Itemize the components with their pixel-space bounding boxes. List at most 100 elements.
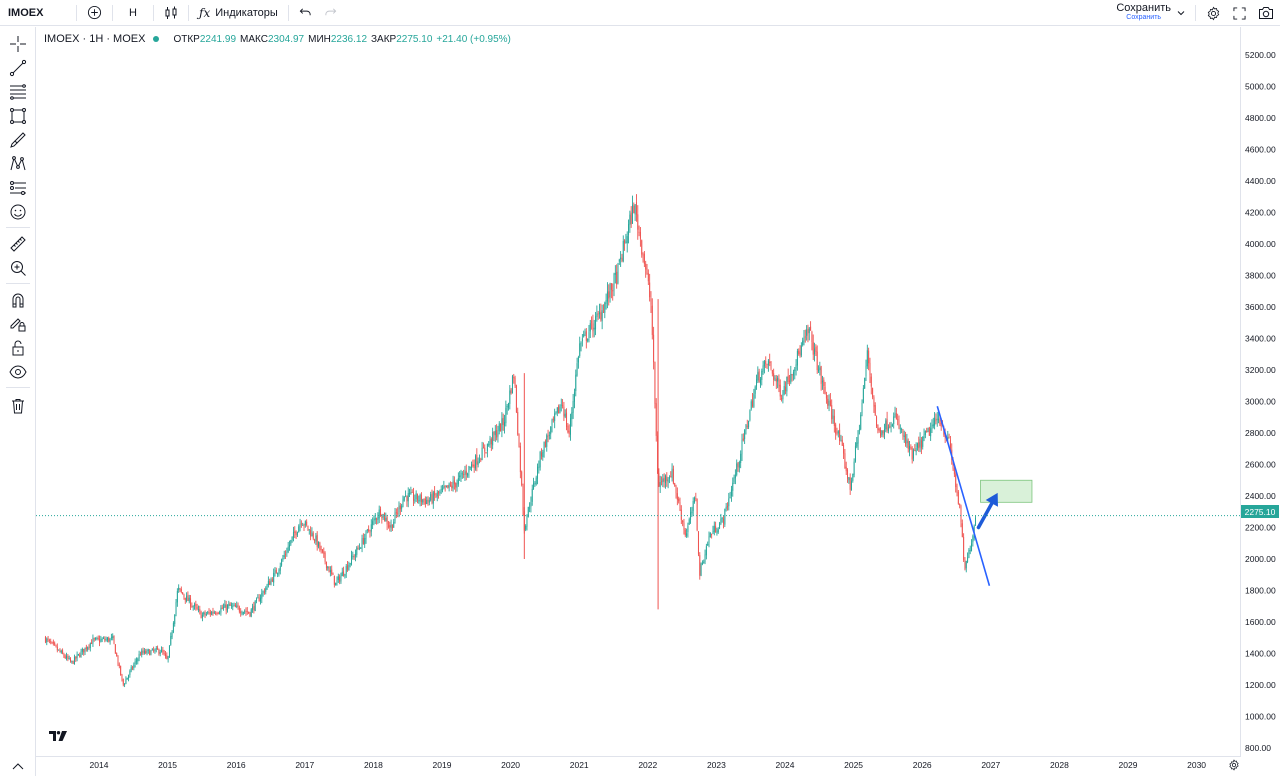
price-tick-label: 3600.00 xyxy=(1245,302,1276,312)
interval-button[interactable]: Н xyxy=(129,6,137,19)
candle-body xyxy=(339,576,341,582)
candle-body xyxy=(897,419,899,421)
candle-body xyxy=(511,376,513,394)
candle-body xyxy=(99,639,101,643)
candle-body xyxy=(833,415,835,426)
candle-body xyxy=(447,485,449,488)
candle-body xyxy=(348,564,350,571)
candle-body xyxy=(229,603,231,606)
candle-body xyxy=(129,670,131,675)
candle-body xyxy=(253,605,255,611)
candle-body xyxy=(335,582,337,586)
divider xyxy=(1195,5,1196,21)
candle-body xyxy=(51,641,53,643)
trendline-drawing[interactable] xyxy=(936,406,991,586)
candle-body xyxy=(655,403,657,436)
price-axis[interactable]: 800.00 1000.00 1200.00 1400.00 1600.00 1800.0… xyxy=(1245,50,1276,753)
hide-drawings-tool[interactable] xyxy=(8,362,28,382)
candle-body xyxy=(938,418,940,421)
undo-button[interactable] xyxy=(293,2,318,24)
rectangle-tool[interactable] xyxy=(8,106,28,126)
fullscreen-button[interactable] xyxy=(1227,2,1252,24)
candle-body xyxy=(477,461,479,465)
candle-body xyxy=(777,377,779,382)
crosshair-tool[interactable] xyxy=(8,34,28,54)
candle-body xyxy=(329,570,331,573)
candle-body xyxy=(806,329,808,336)
candle-body xyxy=(566,412,568,428)
trendline-tool[interactable] xyxy=(8,58,28,78)
unlock-tool[interactable] xyxy=(8,338,28,358)
candle-body xyxy=(584,332,586,334)
candle-body xyxy=(974,517,976,525)
zoom-in-tool[interactable] xyxy=(8,258,28,278)
legend-title[interactable]: IMOEX · 1Н · MOEX xyxy=(44,33,146,45)
candle-body xyxy=(556,407,558,413)
candle-body xyxy=(126,677,128,680)
ruler-tool[interactable] xyxy=(8,234,28,254)
candle-body xyxy=(517,411,519,435)
candle-body xyxy=(620,257,622,260)
lock-drawings-tool[interactable] xyxy=(8,314,28,334)
settings-button[interactable] xyxy=(1200,2,1227,24)
indicators-button[interactable]: ƒx Индикаторы xyxy=(193,2,284,24)
save-menu-button[interactable] xyxy=(1175,2,1191,24)
brush-tool[interactable] xyxy=(8,130,28,150)
divider xyxy=(112,4,113,21)
magnet-tool[interactable] xyxy=(8,290,28,310)
drawings[interactable] xyxy=(936,406,1033,586)
candle-body xyxy=(836,432,838,434)
candle-body xyxy=(919,438,921,447)
candle-body xyxy=(890,426,892,428)
candle-body xyxy=(873,397,875,407)
collapse-toolbar-button[interactable] xyxy=(8,756,28,776)
candle-body xyxy=(567,425,569,433)
candle-body xyxy=(633,205,635,214)
candle-body xyxy=(295,532,297,536)
top-right-group: Сохранить Сохранить xyxy=(1112,0,1280,26)
candle-body xyxy=(920,440,922,449)
fib-tool[interactable] xyxy=(8,82,28,102)
screenshot-button[interactable] xyxy=(1252,2,1280,24)
save-layout-button[interactable]: Сохранить Сохранить xyxy=(1112,3,1175,23)
candle-body xyxy=(723,518,725,524)
forecast-tool[interactable] xyxy=(8,178,28,198)
candle-body xyxy=(59,649,61,652)
candle-body xyxy=(708,536,710,543)
candle-body xyxy=(725,506,727,509)
time-axis[interactable]: 2014 2015 2016 2017 2018 2019 2020 2021 2022 2023… xyxy=(90,760,1207,770)
pattern-tool[interactable] xyxy=(8,154,28,174)
candle-body xyxy=(294,531,296,534)
price-axis-border xyxy=(1240,27,1241,757)
candle-body xyxy=(475,455,477,469)
chevron-down-icon xyxy=(1177,11,1185,16)
candle-body xyxy=(298,526,300,533)
candle-body xyxy=(299,523,301,527)
candle-body xyxy=(663,477,665,482)
candle-body xyxy=(526,517,528,527)
compare-symbol-button[interactable] xyxy=(81,2,108,24)
candle-body xyxy=(460,473,462,477)
axis-settings-button[interactable] xyxy=(1226,757,1242,773)
candle-body xyxy=(283,555,285,558)
candle-body xyxy=(166,655,168,659)
candle-body xyxy=(254,600,256,611)
candle-body xyxy=(351,555,353,565)
remove-drawings-tool[interactable] xyxy=(8,396,28,416)
candle-body xyxy=(197,609,199,610)
tradingview-logo[interactable] xyxy=(45,726,71,746)
candle-body xyxy=(167,656,169,660)
chart-type-button[interactable] xyxy=(158,2,184,24)
emoji-tool[interactable] xyxy=(8,202,28,222)
candle-body xyxy=(380,508,382,516)
candle-body xyxy=(564,413,566,417)
redo-button[interactable] xyxy=(318,2,343,24)
candle-body xyxy=(658,473,660,487)
symbol-search-button[interactable]: IMOEX xyxy=(8,6,44,19)
candle-body xyxy=(606,291,608,302)
candle-body xyxy=(256,598,258,601)
candle-body xyxy=(389,525,391,528)
candle-body xyxy=(323,551,325,554)
candle-body xyxy=(965,560,967,569)
